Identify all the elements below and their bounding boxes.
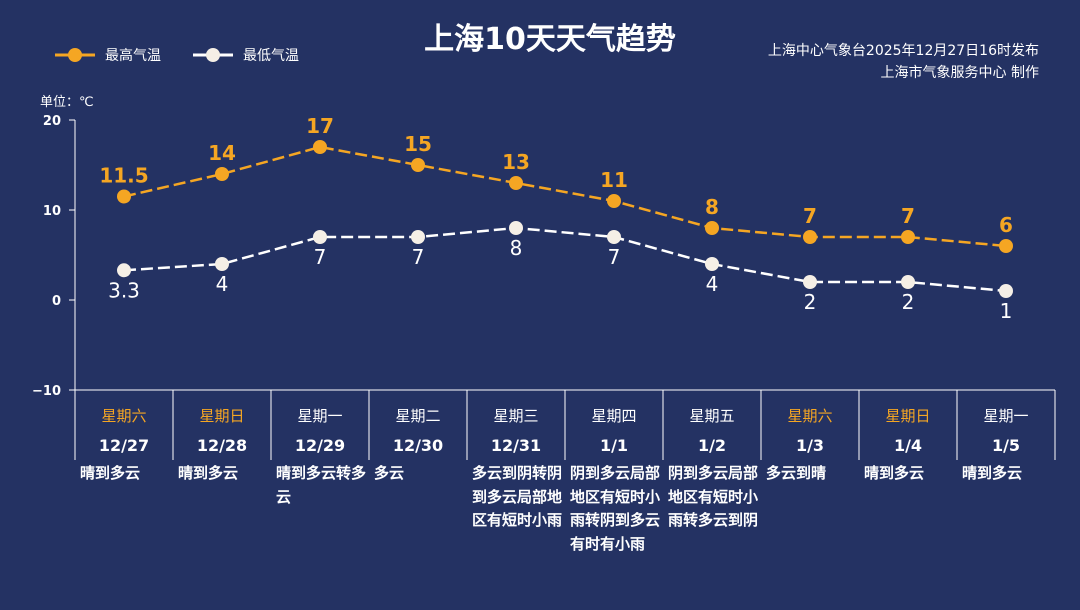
date-label: 1/3: [796, 436, 824, 455]
weekday-label: 星期三: [493, 407, 538, 425]
low-temp-label: 7: [412, 245, 425, 269]
weekday-label: 星期日: [885, 407, 930, 425]
weekday-label: 星期六: [101, 407, 146, 425]
high-temp-point: [313, 140, 327, 154]
weather-description: 晴到多云: [864, 464, 925, 482]
legend-marker-high-icon: [55, 48, 95, 62]
high-temp-point: [705, 221, 719, 235]
date-label: 1/5: [992, 436, 1020, 455]
high-temp-point: [901, 230, 915, 244]
legend-label-high: 最高气温: [105, 48, 161, 64]
high-temp-label: 11: [600, 168, 628, 192]
date-label: 12/31: [491, 436, 541, 455]
low-temp-label: 2: [902, 290, 915, 314]
y-tick-label: −10: [32, 384, 61, 399]
weather-description: 阴到多云局部地区有短时小雨转多云到阴: [668, 464, 759, 529]
date-label: 1/2: [698, 436, 726, 455]
high-temp-label: 7: [901, 204, 915, 228]
high-temp-point: [803, 230, 817, 244]
low-temp-point: [509, 221, 523, 235]
low-temp-label: 4: [216, 272, 229, 296]
weekday-label: 星期一: [297, 407, 342, 425]
date-label: 12/29: [295, 436, 345, 455]
date-label: 12/30: [393, 436, 443, 455]
weather-description: 多云到阴转阴到多云局部地区有短时小雨: [472, 464, 563, 529]
weekday-label: 星期二: [395, 407, 440, 425]
legend-item-high: 最高气温: [55, 45, 161, 65]
chart-title: 上海10天天气趋势: [424, 22, 676, 57]
high-temp-label: 13: [502, 150, 530, 174]
high-temp-point: [117, 189, 131, 204]
weather-description: 晴到多云转多云: [276, 464, 367, 506]
low-temp-point: [803, 275, 817, 289]
low-temp-label: 3.3: [108, 278, 140, 302]
y-tick-label: 20: [43, 114, 61, 129]
weekday-label: 星期一: [983, 407, 1028, 425]
issuer-line-2: 上海市气象服务中心 制作: [880, 65, 1039, 81]
y-tick-label: 0: [52, 294, 61, 309]
low-temp-label: 4: [706, 272, 719, 296]
legend-item-low: 最低气温: [193, 45, 299, 65]
y-tick-label: 10: [43, 204, 61, 219]
high-temp-point: [411, 158, 425, 172]
low-temp-label: 8: [510, 236, 523, 260]
weather-description: 晴到多云: [962, 464, 1023, 482]
legend-marker-low-icon: [193, 48, 233, 62]
low-temp-point: [901, 275, 915, 289]
weather-description: 晴到多云: [80, 464, 141, 482]
unit-label: 单位：℃: [40, 95, 94, 110]
low-temp-point: [999, 284, 1013, 298]
issuer-line-1: 上海中心气象台2025年12月27日16时发布: [767, 43, 1039, 59]
low-temp-point: [215, 257, 229, 271]
high-temp-label: 15: [404, 132, 432, 156]
high-temp-point: [607, 194, 621, 208]
weekday-label: 星期六: [787, 407, 832, 425]
weekday-label: 星期四: [591, 407, 636, 425]
weather-description: 晴到多云: [178, 464, 239, 482]
low-temp-label: 2: [804, 290, 817, 314]
high-temp-point: [509, 176, 523, 190]
high-temp-point: [215, 167, 229, 181]
date-label: 12/27: [99, 436, 149, 455]
weather-description: 阴到多云局部地区有短时小雨转阴到多云有时有小雨: [570, 464, 661, 553]
low-temp-label: 7: [314, 245, 327, 269]
date-label: 12/28: [197, 436, 247, 455]
low-temp-point: [705, 257, 719, 271]
issuer-info: 上海中心气象台2025年12月27日16时发布 上海市气象服务中心 制作: [768, 40, 1039, 84]
date-label: 1/4: [894, 436, 922, 455]
date-label: 1/1: [600, 436, 628, 455]
weekday-label: 星期五: [689, 407, 734, 425]
weather-description: 多云: [374, 464, 405, 482]
high-temp-point: [999, 239, 1013, 253]
low-temp-point: [313, 230, 327, 244]
low-temp-label: 1: [1000, 299, 1013, 323]
low-temp-label: 7: [608, 245, 621, 269]
high-temp-label: 7: [803, 204, 817, 228]
low-temp-point: [117, 263, 131, 278]
high-temp-label: 14: [208, 141, 236, 165]
high-temp-label: 17: [306, 114, 334, 138]
high-temp-line: [123, 145, 1007, 248]
weather-description: 多云到晴: [766, 464, 827, 482]
legend-label-low: 最低气温: [243, 48, 299, 64]
low-temp-line: [123, 226, 1007, 293]
high-temp-label: 6: [999, 213, 1013, 237]
low-temp-point: [411, 230, 425, 244]
high-temp-label: 11.5: [99, 164, 148, 188]
low-temp-point: [607, 230, 621, 244]
legend: 最高气温 最低气温: [55, 45, 321, 65]
high-temp-label: 8: [705, 195, 719, 219]
weekday-label: 星期日: [199, 407, 244, 425]
